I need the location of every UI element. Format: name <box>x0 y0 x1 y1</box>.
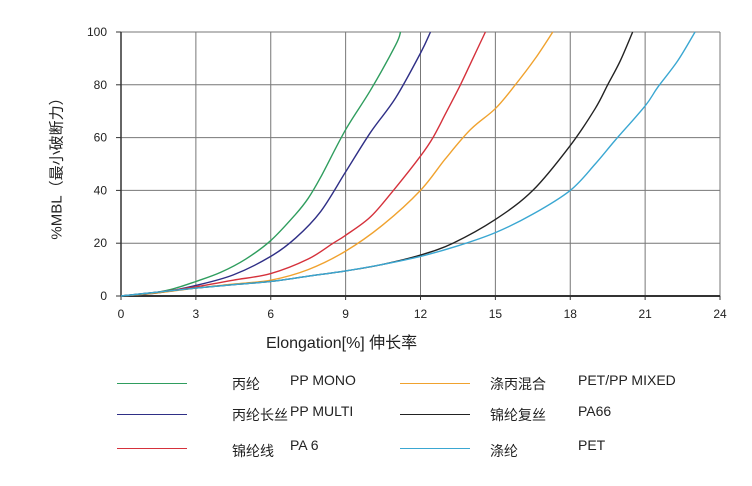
legend-label-en: PP MULTI <box>290 403 354 419</box>
x-tick-label: 21 <box>638 307 652 321</box>
x-tick-label: 12 <box>414 307 428 321</box>
legend-label-cn: 丙纶长丝 <box>232 407 288 423</box>
legend-label-cn: 锦纶线 <box>232 443 274 459</box>
legend-label-en: PET <box>578 437 606 453</box>
x-tick-label: 6 <box>267 307 274 321</box>
legend-label-cn: 丙纶 <box>232 376 260 392</box>
y-tick-label: 20 <box>94 236 108 250</box>
legend-swatch-3 <box>400 383 470 384</box>
y-tick-label: 100 <box>87 25 107 39</box>
legend-swatch-2 <box>117 448 187 449</box>
x-axis-label: Elongation[%] 伸长率 <box>266 335 418 352</box>
legend-label-en: PP MONO <box>290 372 356 388</box>
series-line-0 <box>120 31 402 297</box>
grid <box>116 31 721 300</box>
series-lines <box>120 31 696 297</box>
legend-label-cn: 涤丙混合 <box>490 376 546 392</box>
legend-swatch-5 <box>400 448 470 449</box>
x-tick-label: 3 <box>193 307 200 321</box>
x-tick-label: 0 <box>118 307 125 321</box>
x-tick-label: 24 <box>713 307 727 321</box>
tick-labels: 0 3 6 9 12 15 18 21 24 0 20 40 60 80 100 <box>87 25 727 321</box>
x-tick-label: 9 <box>342 307 349 321</box>
series-line-4 <box>120 31 634 297</box>
legend-label-en: PET/PP MIXED <box>578 372 676 388</box>
x-tick-label: 18 <box>564 307 578 321</box>
series-line-2 <box>120 31 487 297</box>
series-line-3 <box>120 31 554 297</box>
series-line-5 <box>120 31 696 297</box>
x-tick-label: 15 <box>489 307 503 321</box>
legend-swatch-1 <box>117 414 187 415</box>
y-tick-label: 0 <box>100 289 107 303</box>
legend-swatch-0 <box>117 383 187 384</box>
series-line-1 <box>120 31 432 297</box>
y-tick-label: 80 <box>94 78 108 92</box>
legend-label-cn: 锦纶复丝 <box>490 407 546 423</box>
legend-label-cn: 涤纶 <box>490 443 518 459</box>
legend-label-en: PA 6 <box>290 437 319 453</box>
y-tick-label: 60 <box>94 131 108 145</box>
legend-swatch-4 <box>400 414 470 415</box>
y-tick-label: 40 <box>94 183 108 197</box>
legend-label-en: PA66 <box>578 403 612 419</box>
y-axis-label: %MBL（最小破断力） <box>48 90 66 240</box>
